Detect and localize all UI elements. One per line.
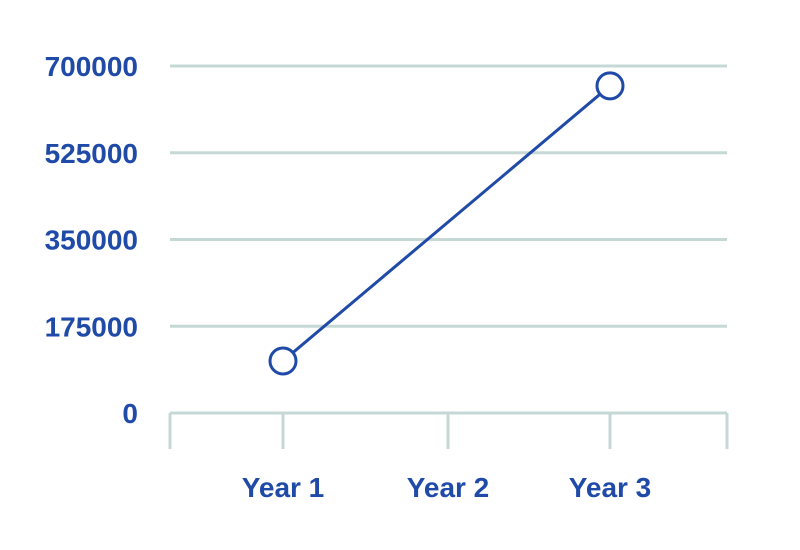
- points-layer: [268, 71, 625, 376]
- data-point-2: [595, 71, 625, 101]
- y-tick-label-4: 700000: [45, 51, 138, 82]
- grid-layer: [170, 64, 727, 328]
- y-tick-label-0: 0: [122, 398, 138, 429]
- labels-layer: 0 175000 350000 525000 700000 Year 1 Year 2 Yea…: [45, 51, 652, 503]
- x-tick-label-2: Year 3: [569, 472, 652, 503]
- data-point-0: [268, 346, 298, 376]
- axis-layer: [168, 411, 729, 449]
- y-tick-label-1: 175000: [45, 311, 138, 342]
- y-tick-label-3: 525000: [45, 138, 138, 169]
- series-line: [282, 84, 611, 363]
- x-tick-label-0: Year 1: [242, 472, 325, 503]
- y-tick-label-2: 350000: [45, 225, 138, 256]
- series-layer: [282, 84, 611, 363]
- x-tick-label-1: Year 2: [407, 472, 490, 503]
